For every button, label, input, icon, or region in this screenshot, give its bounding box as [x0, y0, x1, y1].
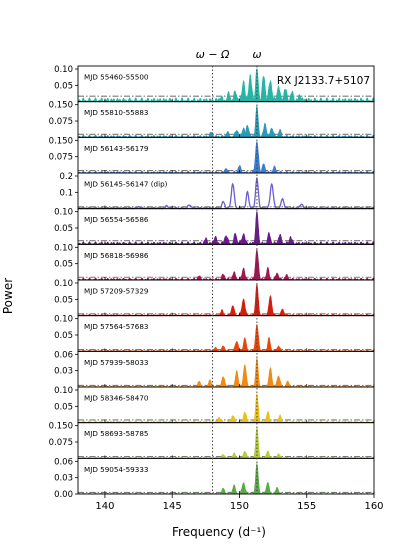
y-tick-label-8-0: 0.03: [54, 367, 73, 377]
panel-5: MJD 56818-56986 0.05 0.10: [54, 243, 375, 281]
y-tick-label-4-0: 0.05: [54, 224, 73, 234]
y-tick-label-11-0: 0.00: [54, 490, 73, 500]
series-label-6: MJD 57209-57329: [84, 287, 149, 296]
x-axis-label: Frequency (d⁻¹): [172, 525, 266, 539]
y-tick-label-11-2: 0.06: [54, 457, 73, 467]
y-tick-label-5-1: 0.10: [54, 243, 73, 253]
y-tick-label-10-1: 0.150: [49, 422, 73, 432]
panel-10: MJD 58693-58785 0.075 0.150: [49, 422, 375, 459]
panel-8: MJD 57939-58033 0.03 0.06: [54, 350, 375, 388]
panel-frame-1: [77, 101, 375, 138]
y-tick-label-3-0: 0.1: [59, 188, 73, 198]
series-label-5: MJD 56818-56986: [84, 251, 149, 260]
y-tick-label-4-1: 0.10: [54, 208, 73, 218]
series-label-7: MJD 57564-57683: [84, 322, 148, 331]
panel-11: MJD 59054-59333 0.00 0.03 0.06: [54, 457, 375, 500]
panel-2: MJD 56143-56179 0.075 0.150: [49, 136, 375, 174]
y-tick-label-0-0: 0.05: [54, 81, 73, 91]
panel-frame-6: [77, 279, 375, 317]
y-tick-label-7-1: 0.10: [54, 315, 73, 325]
panel-frame-11: [77, 457, 375, 495]
y-tick-label-9-0: 0.05: [54, 402, 73, 412]
x-tick-label-3: 155: [297, 501, 316, 512]
series-label-10: MJD 58693-58785: [84, 429, 148, 438]
y-tick-label-7-0: 0.05: [54, 331, 73, 341]
panel-frame-3: [77, 172, 375, 210]
y-tick-label-9-1: 0.10: [54, 386, 73, 396]
series-label-11: MJD 59054-59333: [84, 465, 148, 474]
y-tick-label-1-1: 0.150: [49, 101, 73, 111]
series-label-9: MJD 58346-58470: [84, 394, 149, 403]
y-tick-label-6-1: 0.10: [54, 279, 73, 289]
panel-frame-5: [77, 243, 375, 281]
series-label-8: MJD 57939-58033: [84, 358, 148, 367]
x-tick-label-2: 150: [230, 501, 249, 512]
object-label: RX J2133.7+5107: [277, 75, 370, 87]
panel-frame-2: [77, 136, 375, 174]
x-tick-label-1: 145: [163, 501, 182, 512]
panel-frame-8: [77, 350, 375, 388]
y-tick-label-3-1: 0.2: [59, 172, 73, 182]
series-label-1: MJD 55810-55883: [84, 108, 148, 117]
series-label-4: MJD 56554-56586: [84, 215, 149, 224]
series-label-3: MJD 56145-56147 (dip): [84, 180, 168, 189]
y-tick-label-6-0: 0.05: [54, 295, 73, 305]
panel-frame-7: [77, 315, 375, 352]
panel-3: MJD 56145-56147 (dip) 0.1 0.2: [59, 172, 375, 210]
x-axis: 140 145 150 155 160: [95, 494, 384, 512]
panel-4: MJD 56554-56586 0.05 0.10: [54, 208, 375, 246]
x-tick-label-0: 140: [95, 501, 114, 512]
y-axis-label: Power: [1, 278, 15, 314]
y-tick-label-2-0: 0.075: [49, 153, 73, 163]
y-tick-label-2-1: 0.150: [49, 136, 73, 146]
x-tick-label-4: 160: [364, 501, 383, 512]
y-tick-label-1-0: 0.075: [49, 117, 73, 127]
vline-label-1: ω: [252, 48, 261, 61]
y-tick-label-8-1: 0.06: [54, 350, 73, 360]
y-tick-label-5-0: 0.05: [54, 260, 73, 270]
series-label-2: MJD 56143-56179: [84, 144, 149, 153]
panel-7: MJD 57564-57683 0.05 0.10: [54, 315, 375, 352]
panel-frame-9: [77, 386, 375, 424]
panels-group: MJD 55460-55500 0.05 0.10 MJD 55810-55883 0.…: [49, 65, 375, 500]
vline-label-0: ω − Ω: [196, 48, 230, 61]
panel-9: MJD 58346-58470 0.05 0.10: [54, 386, 375, 424]
panel-frame-10: [77, 422, 375, 459]
panel-6: MJD 57209-57329 0.05 0.10: [54, 279, 375, 317]
panel-1: MJD 55810-55883 0.075 0.150: [49, 101, 375, 139]
y-tick-label-0-1: 0.10: [54, 65, 73, 75]
y-tick-label-10-0: 0.075: [49, 438, 73, 448]
y-tick-label-11-1: 0.03: [54, 474, 73, 484]
series-label-0: MJD 55460-55500: [84, 73, 149, 82]
